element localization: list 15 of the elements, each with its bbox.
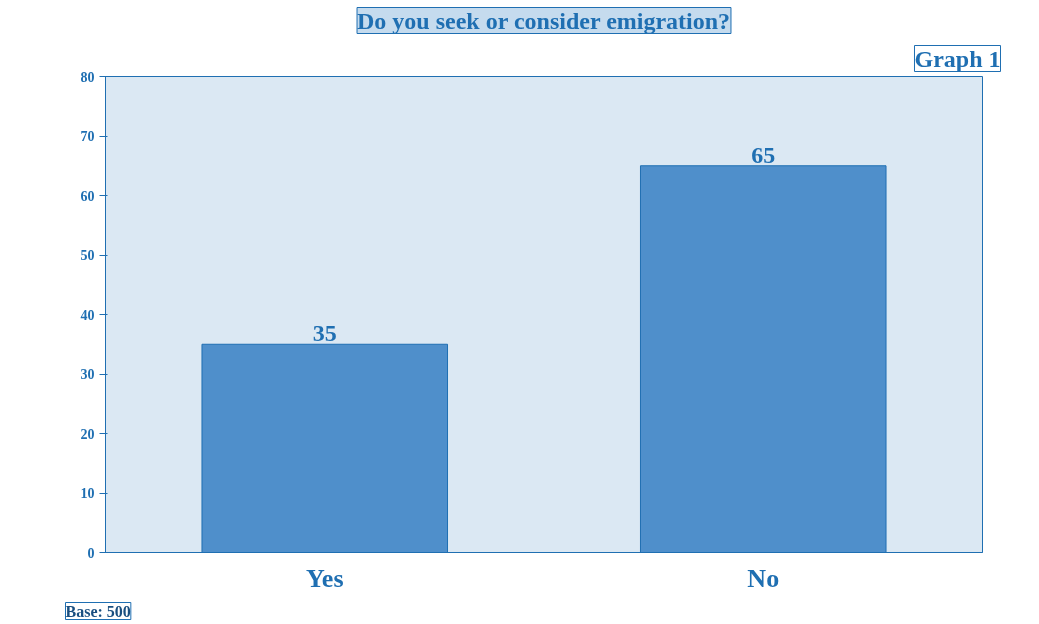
- data-label: 35: [312, 320, 337, 347]
- y-tick-label: 10: [80, 486, 95, 501]
- chart-title: Do you seek or consider emigration?: [357, 7, 731, 34]
- y-tick-label: 80: [80, 69, 95, 85]
- y-tick-label: 70: [80, 129, 95, 144]
- y-tick-label: 60: [80, 188, 95, 204]
- y-tick-label: 40: [80, 307, 95, 323]
- x-tick-label: No: [747, 563, 780, 593]
- y-tick-label: 0: [87, 545, 95, 561]
- data-label: 65: [751, 141, 776, 168]
- y-tick-label: 30: [80, 367, 95, 382]
- x-tick-label: Yes: [305, 563, 344, 593]
- y-tick-label: 50: [80, 248, 95, 263]
- caption: Graph 1: [914, 45, 1001, 72]
- y-tick-label: 20: [80, 426, 95, 442]
